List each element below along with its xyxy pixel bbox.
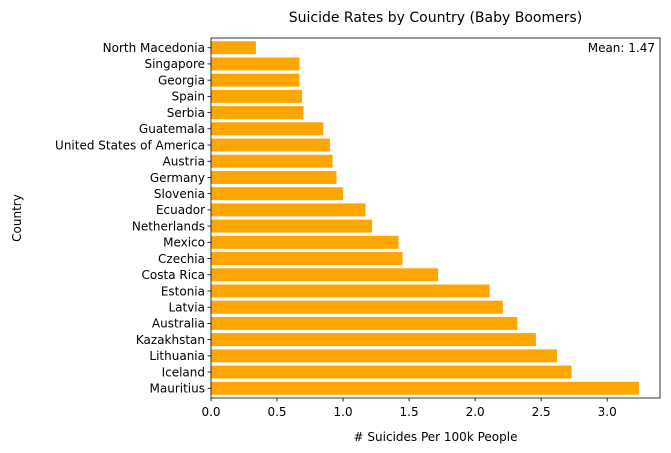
- bar-czechia: [211, 252, 403, 266]
- y-tick-label: Serbia: [167, 106, 205, 120]
- y-tick-label: Georgia: [158, 73, 205, 87]
- bar-costa-rica: [211, 268, 439, 282]
- mean-annotation: Mean: 1.47: [588, 41, 655, 55]
- bar-austria: [211, 154, 333, 168]
- bar-germany: [211, 170, 337, 184]
- bar-north-macedonia: [211, 41, 256, 55]
- bar-lithuania: [211, 349, 557, 363]
- bar-estonia: [211, 284, 490, 298]
- y-tick-label: Latvia: [168, 300, 205, 314]
- y-tick-label: Estonia: [161, 284, 205, 298]
- y-tick-label: Netherlands: [132, 219, 205, 233]
- bar-australia: [211, 316, 518, 330]
- y-tick-label: United States of America: [55, 138, 205, 152]
- y-tick-label: Ecuador: [156, 203, 205, 217]
- y-tick-label: Czechia: [158, 252, 205, 266]
- bar-spain: [211, 89, 303, 103]
- plot-frame: [210, 37, 661, 399]
- bar-serbia: [211, 106, 304, 120]
- bar-united-states-of-america: [211, 138, 330, 152]
- bar-iceland: [211, 365, 572, 379]
- x-tick-label: 0.0: [201, 405, 220, 419]
- x-axis-ticks: 0.0 0.5 1.0 1.5 2.0 2.5 3.0: [201, 398, 617, 419]
- x-tick-label: 1.5: [400, 405, 419, 419]
- bar-slovenia: [211, 187, 344, 201]
- bar-kazakhstan: [211, 333, 536, 347]
- y-tick-label: Slovenia: [154, 187, 205, 201]
- y-tick-label: Costa Rica: [142, 268, 205, 282]
- y-tick-label: Austria: [163, 155, 205, 169]
- bar-mexico: [211, 235, 399, 249]
- y-tick-label: Spain: [171, 90, 205, 104]
- y-tick-label: Australia: [152, 317, 205, 331]
- bar-latvia: [211, 300, 503, 314]
- x-tick-label: 3.0: [598, 405, 617, 419]
- bar-singapore: [211, 57, 300, 71]
- bar-netherlands: [211, 219, 373, 233]
- bar-georgia: [211, 73, 300, 87]
- chart-title: Suicide Rates by Country (Baby Boomers): [289, 10, 583, 26]
- y-axis-ticks: Mauritius Iceland Lithuania Kazakhstan Austr…: [55, 41, 211, 396]
- bar-guatemala: [211, 122, 324, 136]
- y-tick-label: Lithuania: [149, 349, 205, 363]
- x-axis-title: # Suicides Per 100k People: [354, 430, 518, 444]
- x-tick-label: 0.5: [267, 405, 286, 419]
- y-tick-label: North Macedonia: [103, 41, 205, 55]
- y-tick-label: Kazakhstan: [136, 333, 205, 347]
- y-tick-label: Mauritius: [150, 382, 205, 396]
- y-tick-label: Germany: [150, 171, 205, 185]
- y-tick-label: Singapore: [144, 57, 205, 71]
- bar-mauritius: [211, 381, 639, 395]
- bars-group: [211, 41, 639, 395]
- y-tick-label: Iceland: [162, 365, 205, 379]
- x-tick-label: 1.0: [334, 405, 353, 419]
- x-tick-label: 2.0: [466, 405, 485, 419]
- y-tick-label: Mexico: [163, 236, 205, 250]
- x-tick-label: 2.5: [532, 405, 551, 419]
- y-tick-label: Guatemala: [139, 122, 205, 136]
- bar-ecuador: [211, 203, 366, 217]
- y-axis-title: Country: [10, 194, 24, 242]
